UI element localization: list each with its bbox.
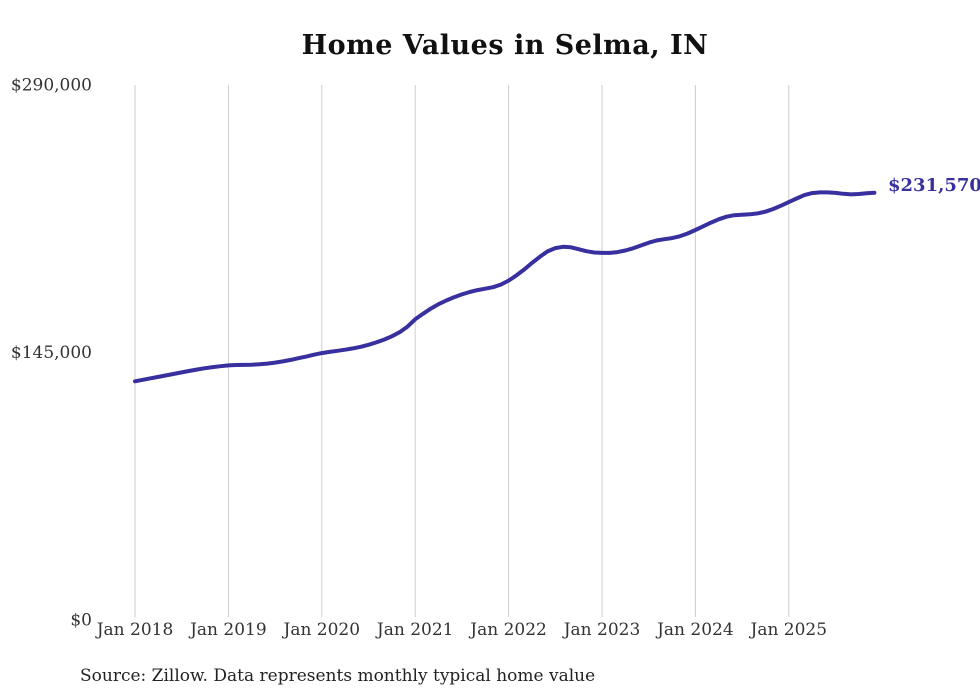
- y-tick-label: $290,000: [11, 76, 92, 96]
- x-tick-label: Jan 2021: [375, 620, 454, 640]
- x-tick-label: Jan 2025: [749, 620, 828, 640]
- x-tick-label: Jan 2023: [562, 620, 641, 640]
- x-tick-label: Jan 2020: [282, 620, 361, 640]
- x-tick-label: Jan 2022: [468, 620, 547, 640]
- y-axis-labels-group: $0 $145,000 $290,000: [11, 76, 92, 631]
- x-tick-label: Jan 2018: [95, 620, 174, 640]
- y-tick-label: $145,000: [11, 343, 92, 363]
- chart-title: Home Values in Selma, IN: [301, 30, 709, 61]
- x-tick-label: Jan 2024: [655, 620, 734, 640]
- gridlines-group: [134, 85, 790, 617]
- x-tick-label: Jan 2019: [188, 620, 267, 640]
- y-tick-label: $0: [70, 611, 92, 631]
- x-axis-labels-group: Jan 2018 Jan 2019 Jan 2020 Jan 2021 Jan 2022…: [95, 620, 827, 640]
- home-value-line: [133, 190, 877, 384]
- source-note: Source: Zillow. Data represents monthly …: [80, 666, 596, 686]
- end-value-label: $231,570: [888, 175, 980, 196]
